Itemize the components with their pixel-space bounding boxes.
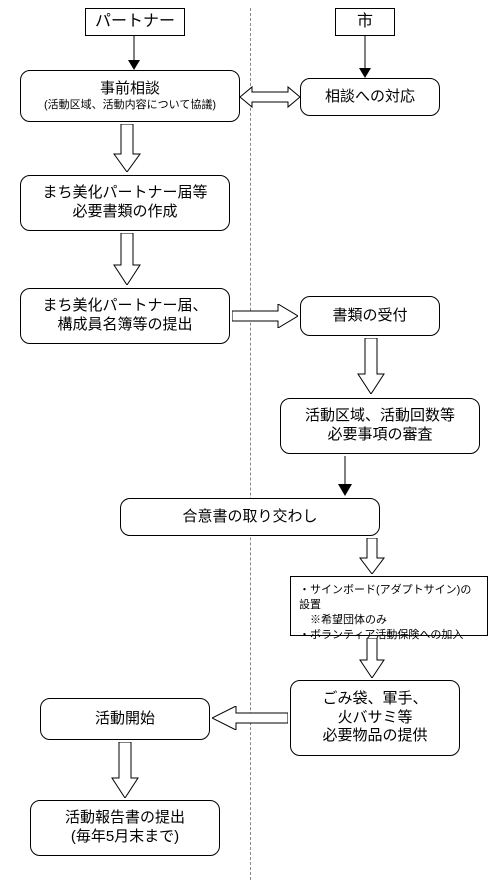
arrow-partner-a-to-b [110,124,144,172]
partner-step-b-l2: 必要書類の作成 [72,203,177,222]
city-step-e: ごみ袋、軍手、 火バサミ等 必要物品の提供 [290,680,460,756]
header-partner-label: パートナー [95,12,175,32]
arrow-header-partner-to-a [119,36,149,70]
arrow-city-d-to-agreement [330,456,360,496]
partner-step-b-l1: まち美化パートナー届等 [42,184,207,203]
header-partner: パートナー [85,8,185,36]
partner-step-a-sub: (活動区域、活動内容について協議) [44,99,216,113]
partner-step-c-l1: まち美化パートナー届、 [42,297,207,316]
city-step-c-l1: 書類の受付 [332,307,407,326]
arrow-header-city-to-a [350,36,380,78]
arrow-city-c-to-d [354,338,388,394]
arrow-notes-to-city-e [357,638,387,678]
partner-step-a: 事前相談 (活動区域、活動内容について協議) [20,70,240,122]
partner-step-b: まち美化パートナー届等 必要書類の作成 [20,175,230,231]
city-step-a-l1: 相談への対応 [325,88,415,107]
column-divider [250,8,251,880]
partner-step-c-l2: 構成員名簿等の提出 [57,316,192,335]
city-step-d: 活動区域、活動回数等 必要事項の審査 [280,398,480,454]
city-notes: ・サインボード(アダプトサイン)の設置 ※希望団体のみ ・ボランティア活動保険へ… [290,576,488,636]
city-step-a: 相談への対応 [300,78,440,116]
partner-step-f-l2: (毎年5月末まで) [71,828,179,847]
header-city-label: 市 [357,12,373,32]
city-notes-l1: ・サインボード(アダプトサイン)の設置 [299,583,479,613]
agreement-label: 合意書の取り交わし [182,508,317,527]
city-step-e-l2: 火バサミ等 [337,709,412,728]
header-city: 市 [335,8,395,36]
city-notes-l2: ※希望団体のみ [299,613,387,628]
partner-step-f-l1: 活動報告書の提出 [65,809,185,828]
partner-step-f: 活動報告書の提出 (毎年5月末まで) [30,800,220,856]
partner-step-e-l1: 活動開始 [95,710,155,729]
arrow-partner-c-to-city-c [232,304,298,328]
city-step-e-l3: 必要物品の提供 [322,727,427,746]
bidir-arrow-a [240,84,300,110]
agreement-step: 合意書の取り交わし [120,498,380,536]
partner-step-c: まち美化パートナー届、 構成員名簿等の提出 [20,288,230,344]
city-step-c: 書類の受付 [300,296,440,336]
arrow-partner-e-to-f [108,742,142,798]
arrow-partner-b-to-c [110,233,144,285]
partner-step-e: 活動開始 [40,698,210,740]
arrow-city-e-to-partner-e [212,706,288,730]
city-step-e-l1: ごみ袋、軍手、 [322,690,427,709]
arrow-agreement-to-notes [357,538,387,574]
city-step-d-l2: 必要事項の審査 [327,426,432,445]
partner-step-a-title: 事前相談 [100,80,160,99]
flowchart-canvas: パートナー 市 事前相談 (活動区域、活動内容について協議) まち美化パートナー… [0,0,500,888]
city-step-d-l1: 活動区域、活動回数等 [305,407,455,426]
